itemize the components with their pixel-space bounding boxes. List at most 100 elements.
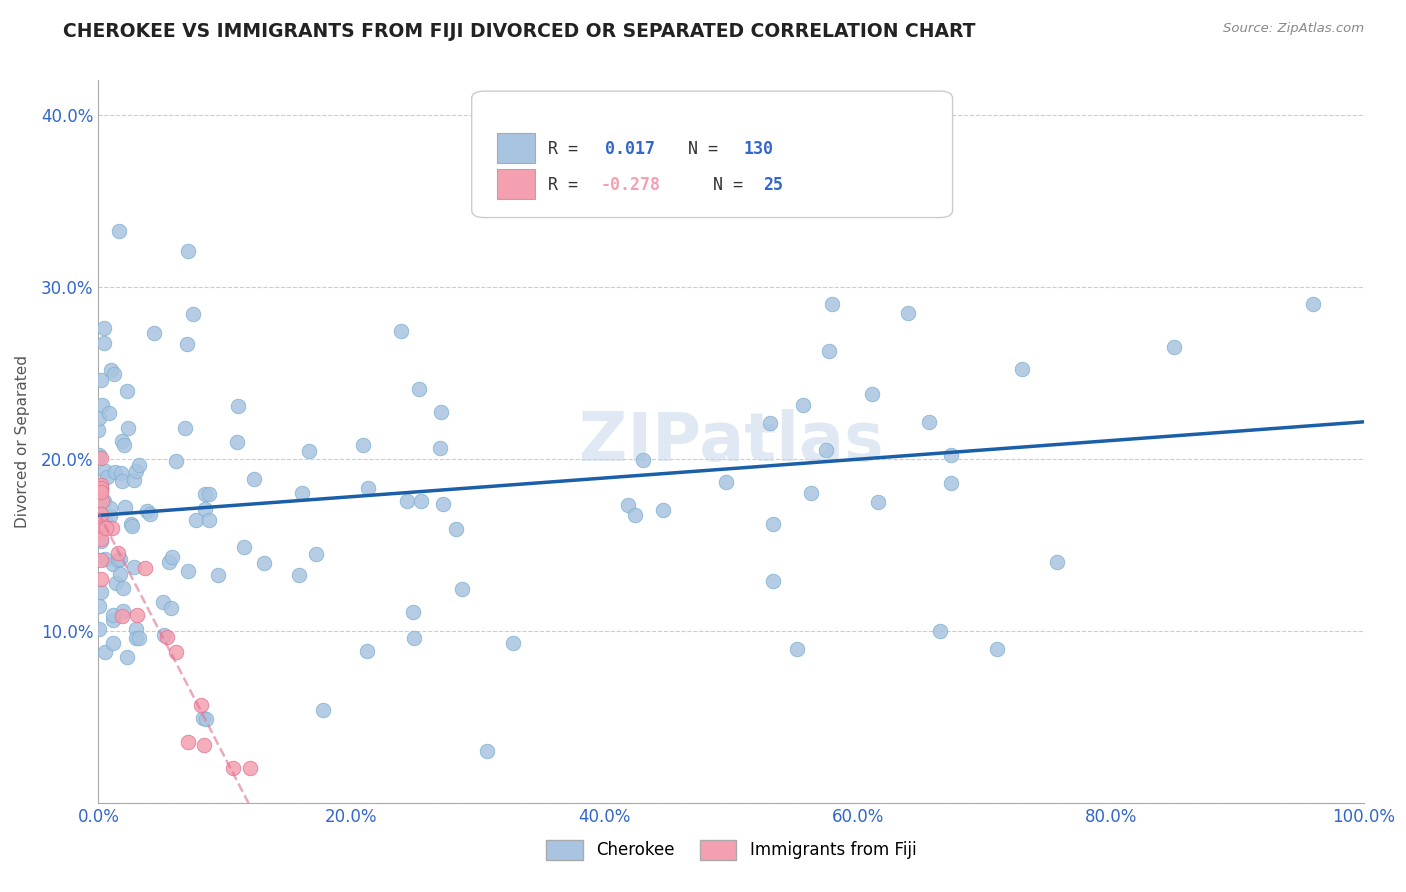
Point bbox=[941, 475, 963, 490]
Point bbox=[114, 500, 136, 514]
Point bbox=[94, 520, 117, 534]
Point bbox=[111, 434, 134, 449]
Point bbox=[198, 513, 221, 527]
Point bbox=[87, 599, 110, 613]
Point bbox=[90, 494, 112, 508]
Point bbox=[759, 416, 782, 430]
Point bbox=[860, 387, 883, 401]
Point bbox=[122, 559, 145, 574]
Point bbox=[177, 244, 200, 259]
Point bbox=[233, 540, 256, 554]
Point bbox=[90, 482, 112, 496]
Point bbox=[122, 473, 145, 487]
Point bbox=[101, 521, 124, 535]
Point bbox=[222, 761, 245, 775]
Text: CHEROKEE VS IMMIGRANTS FROM FIJI DIVORCED OR SEPARATED CORRELATION CHART: CHEROKEE VS IMMIGRANTS FROM FIJI DIVORCE… bbox=[63, 22, 976, 41]
Text: -0.278: -0.278 bbox=[600, 176, 661, 194]
Point bbox=[87, 450, 110, 464]
Point bbox=[770, 202, 793, 217]
Point bbox=[157, 556, 180, 570]
Point bbox=[156, 630, 179, 644]
Point bbox=[128, 458, 150, 472]
Point bbox=[98, 508, 121, 523]
Point bbox=[87, 423, 110, 437]
Point bbox=[651, 503, 673, 517]
Point bbox=[125, 464, 148, 478]
Point bbox=[814, 443, 837, 458]
Point bbox=[184, 513, 207, 527]
Point bbox=[298, 443, 321, 458]
Point bbox=[228, 399, 250, 413]
Point bbox=[800, 486, 823, 500]
Point bbox=[160, 549, 183, 564]
Point bbox=[120, 517, 142, 532]
Point bbox=[633, 453, 655, 467]
Point bbox=[101, 613, 124, 627]
Point bbox=[253, 556, 276, 570]
Point bbox=[714, 475, 737, 490]
Point bbox=[125, 622, 148, 636]
Point bbox=[101, 557, 124, 571]
Point bbox=[98, 501, 121, 516]
Point bbox=[94, 645, 117, 659]
Text: ZIPatlas: ZIPatlas bbox=[579, 409, 883, 475]
FancyBboxPatch shape bbox=[498, 169, 534, 200]
Point bbox=[136, 504, 159, 518]
Point bbox=[134, 561, 156, 575]
Point bbox=[125, 631, 148, 645]
Point bbox=[821, 297, 844, 311]
Point bbox=[404, 631, 426, 645]
Point bbox=[239, 761, 262, 775]
Point bbox=[107, 553, 129, 567]
Point bbox=[112, 604, 135, 618]
Point bbox=[429, 442, 451, 456]
Point bbox=[128, 631, 150, 645]
Point bbox=[986, 641, 1008, 656]
Point bbox=[90, 532, 112, 546]
Point bbox=[792, 398, 814, 412]
Point bbox=[818, 343, 841, 358]
Point bbox=[96, 470, 118, 484]
Text: Source: ZipAtlas.com: Source: ZipAtlas.com bbox=[1223, 22, 1364, 36]
Point bbox=[94, 551, 117, 566]
Point bbox=[107, 224, 129, 238]
Point bbox=[117, 421, 139, 435]
Point bbox=[104, 466, 127, 480]
Point bbox=[107, 546, 129, 560]
Point bbox=[90, 523, 112, 537]
Point bbox=[451, 582, 474, 596]
Point bbox=[89, 411, 111, 425]
Point bbox=[291, 486, 314, 500]
Point bbox=[389, 324, 412, 338]
Text: 25: 25 bbox=[762, 176, 783, 194]
Point bbox=[288, 567, 311, 582]
Point bbox=[165, 454, 187, 468]
Point bbox=[121, 519, 143, 533]
Point bbox=[226, 434, 249, 449]
Point bbox=[103, 368, 125, 382]
Point bbox=[90, 481, 112, 495]
Point bbox=[98, 406, 121, 420]
Point bbox=[90, 584, 112, 599]
Point bbox=[89, 448, 111, 462]
Point bbox=[623, 508, 645, 522]
Point bbox=[356, 482, 378, 496]
Point bbox=[90, 553, 112, 567]
Point bbox=[138, 507, 160, 521]
Point bbox=[90, 534, 112, 549]
Point bbox=[94, 463, 117, 477]
Point bbox=[762, 517, 785, 532]
FancyBboxPatch shape bbox=[471, 91, 953, 218]
Point bbox=[868, 495, 890, 509]
Point bbox=[1011, 362, 1033, 376]
Point bbox=[176, 564, 198, 578]
Point bbox=[786, 642, 808, 657]
Point bbox=[143, 326, 166, 340]
Text: 0.017: 0.017 bbox=[605, 140, 655, 158]
Point bbox=[207, 568, 229, 582]
Text: N =: N = bbox=[693, 176, 754, 194]
Point bbox=[352, 437, 374, 451]
Point bbox=[108, 552, 131, 566]
Point bbox=[176, 337, 198, 351]
Legend: Cherokee, Immigrants from Fiji: Cherokee, Immigrants from Fiji bbox=[540, 833, 922, 867]
